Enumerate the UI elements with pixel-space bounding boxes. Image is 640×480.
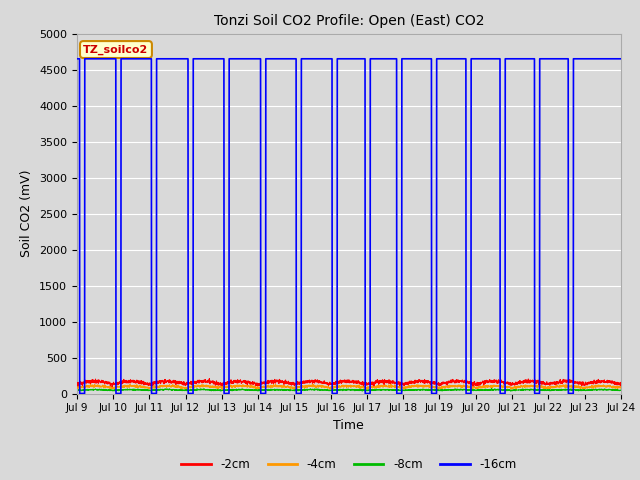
Legend: -2cm, -4cm, -8cm, -16cm: -2cm, -4cm, -8cm, -16cm: [177, 454, 521, 476]
Title: Tonzi Soil CO2 Profile: Open (East) CO2: Tonzi Soil CO2 Profile: Open (East) CO2: [214, 14, 484, 28]
X-axis label: Time: Time: [333, 419, 364, 432]
Text: TZ_soilco2: TZ_soilco2: [83, 44, 148, 55]
Y-axis label: Soil CO2 (mV): Soil CO2 (mV): [20, 170, 33, 257]
